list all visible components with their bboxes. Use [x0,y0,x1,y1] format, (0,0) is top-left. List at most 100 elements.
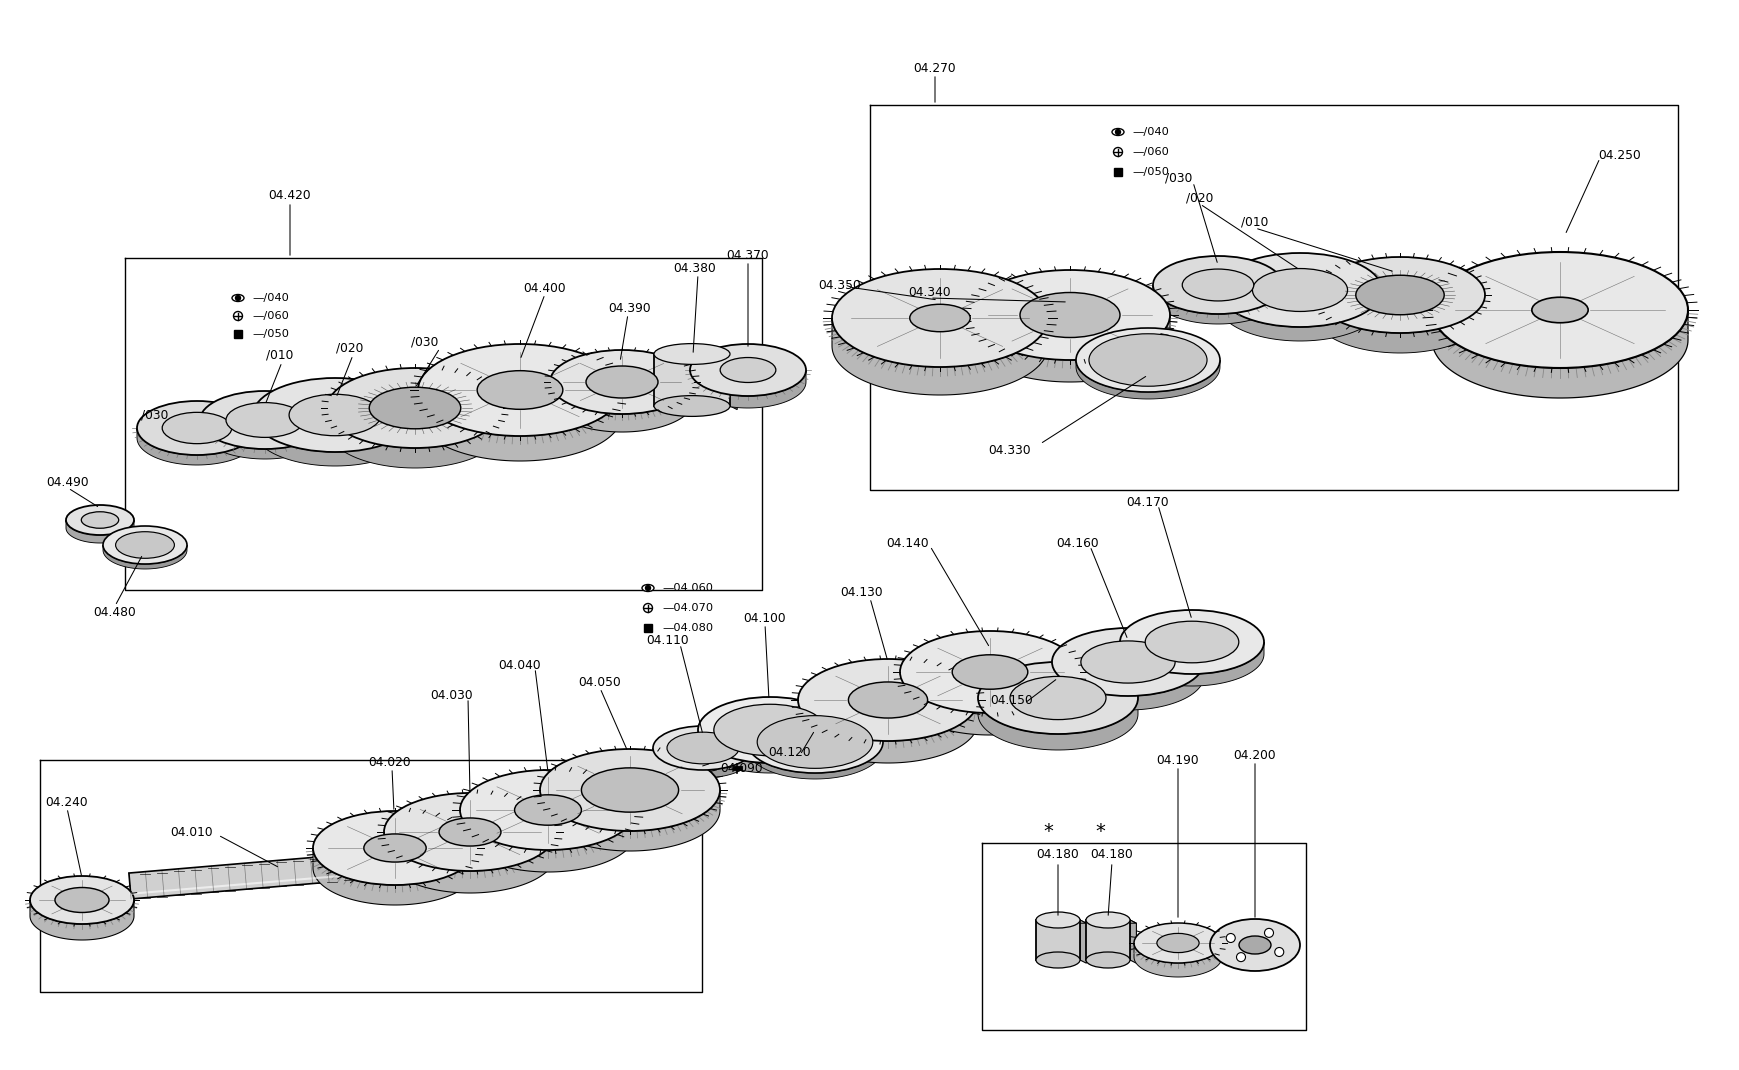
Bar [1035,920,1080,960]
Bar [233,330,242,338]
Ellipse shape [586,366,657,398]
Text: /020: /020 [336,341,363,354]
Ellipse shape [231,294,243,302]
Ellipse shape [438,817,501,846]
Ellipse shape [56,887,110,913]
Ellipse shape [654,343,730,365]
Text: 04.190: 04.190 [1156,753,1198,766]
Ellipse shape [849,682,927,718]
Ellipse shape [1113,148,1122,156]
Polygon shape [129,845,461,899]
Circle shape [235,295,240,301]
Polygon shape [969,315,1169,382]
Text: 04.270: 04.270 [913,61,956,75]
Circle shape [1264,929,1273,937]
Polygon shape [103,545,186,569]
Text: 04.040: 04.040 [499,658,541,672]
Polygon shape [1035,920,1085,923]
Ellipse shape [652,727,753,770]
Polygon shape [1153,285,1282,324]
Ellipse shape [1181,269,1254,301]
Ellipse shape [103,526,186,564]
Ellipse shape [459,770,636,850]
Polygon shape [652,748,753,778]
Ellipse shape [1315,257,1483,333]
Polygon shape [1085,920,1136,923]
Polygon shape [1075,360,1219,399]
Ellipse shape [951,655,1028,689]
Ellipse shape [1089,334,1207,386]
Ellipse shape [899,631,1080,713]
Polygon shape [252,415,417,467]
Ellipse shape [1144,622,1238,662]
Text: 04.140: 04.140 [887,536,929,550]
Ellipse shape [654,396,730,416]
Text: 04.010: 04.010 [170,825,214,839]
Text: 04.090: 04.090 [720,762,763,775]
Ellipse shape [831,269,1047,367]
Ellipse shape [252,378,417,452]
Polygon shape [313,849,476,905]
Text: 04.160: 04.160 [1056,536,1099,550]
Text: 04.490: 04.490 [47,475,89,489]
Ellipse shape [746,710,882,773]
Text: 04.240: 04.240 [45,795,89,809]
Ellipse shape [384,793,556,871]
Ellipse shape [369,387,461,429]
Circle shape [1275,948,1283,957]
Text: 04.250: 04.250 [1598,149,1640,162]
Text: —/050: —/050 [252,328,289,339]
Ellipse shape [289,394,381,435]
Ellipse shape [969,270,1169,360]
Ellipse shape [417,343,621,435]
Polygon shape [690,370,805,408]
Ellipse shape [977,662,1137,734]
Text: /030: /030 [1165,171,1191,184]
Ellipse shape [1019,292,1120,337]
Circle shape [645,585,650,591]
Ellipse shape [1252,269,1346,311]
Text: 04.200: 04.200 [1233,749,1276,762]
Ellipse shape [713,704,826,755]
Text: —04.080: —04.080 [661,623,713,633]
Ellipse shape [666,732,739,764]
Ellipse shape [1009,676,1106,720]
Text: —04.060: —04.060 [661,583,713,593]
Polygon shape [1129,920,1136,963]
Ellipse shape [720,357,776,382]
Polygon shape [137,428,257,465]
Ellipse shape [200,391,330,449]
Text: —04.070: —04.070 [661,603,713,613]
Ellipse shape [1035,952,1080,968]
Polygon shape [550,382,694,432]
Text: 04.020: 04.020 [369,755,410,768]
Ellipse shape [1209,919,1299,970]
Ellipse shape [581,768,678,812]
Text: 04.130: 04.130 [840,585,883,598]
Text: 04.180: 04.180 [1090,849,1132,861]
Ellipse shape [363,834,426,862]
Text: —/040: —/040 [1132,127,1169,137]
Ellipse shape [1530,297,1588,323]
Text: —/040: —/040 [252,293,289,303]
Text: /010: /010 [266,349,294,362]
Polygon shape [1120,642,1263,686]
Ellipse shape [697,697,842,763]
Ellipse shape [313,811,476,885]
Text: 04.370: 04.370 [727,248,769,261]
Bar [1113,168,1122,175]
Ellipse shape [82,511,118,529]
Polygon shape [899,672,1080,735]
Ellipse shape [1035,912,1080,928]
Circle shape [1226,933,1235,943]
Ellipse shape [1217,253,1381,327]
Ellipse shape [909,304,970,332]
Ellipse shape [1156,933,1198,952]
Ellipse shape [476,370,562,410]
Text: —/050: —/050 [1132,167,1169,177]
Ellipse shape [1080,641,1174,683]
Polygon shape [417,389,621,461]
Ellipse shape [539,749,720,831]
Text: 04.100: 04.100 [743,611,786,625]
Ellipse shape [1238,936,1269,954]
